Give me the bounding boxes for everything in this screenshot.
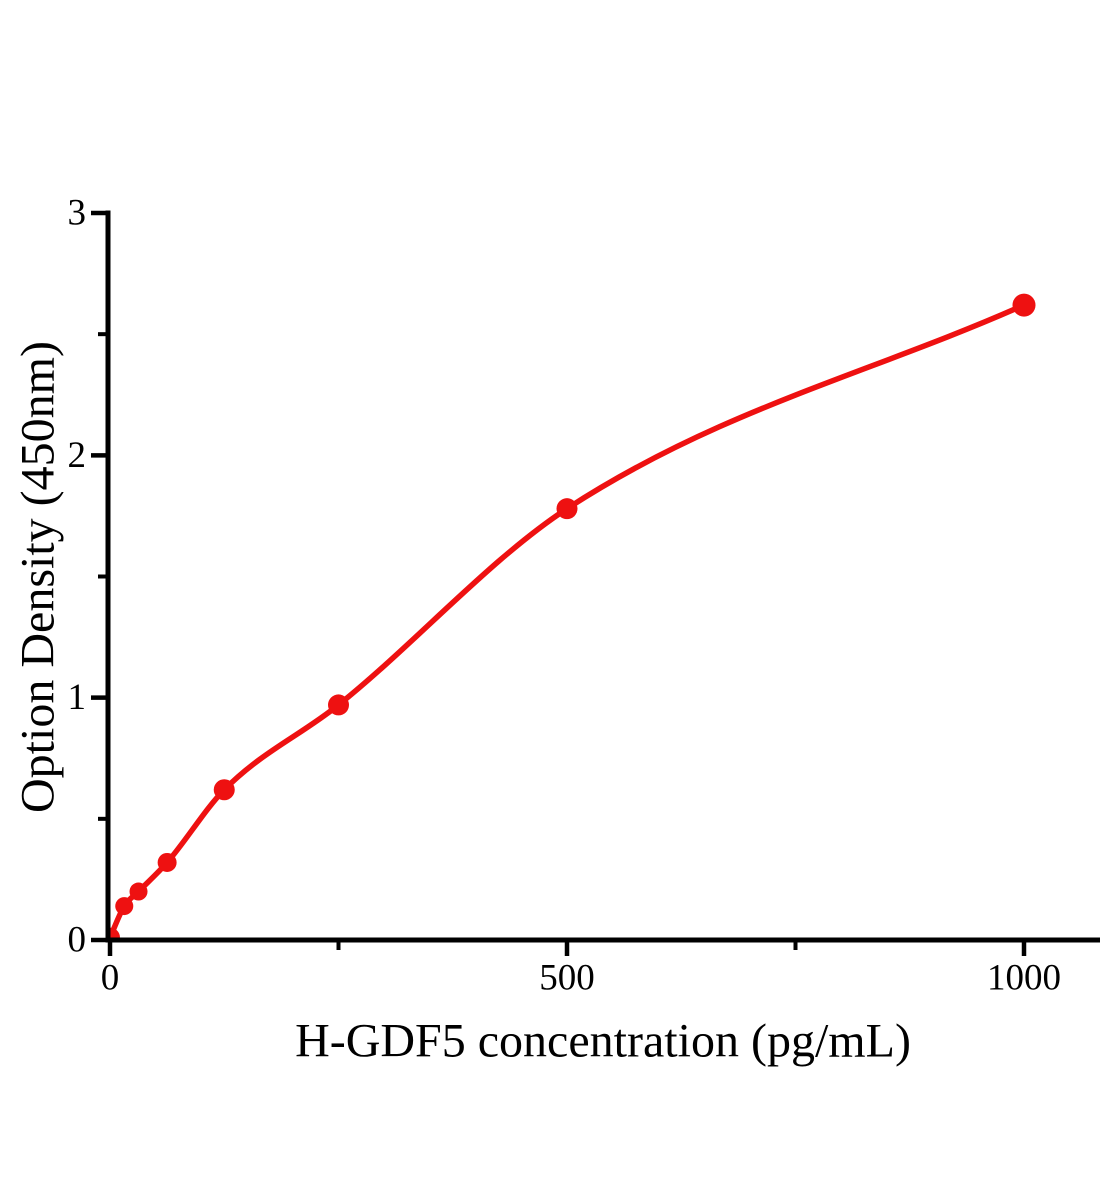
data-point-marker xyxy=(213,779,235,801)
data-point-marker xyxy=(328,694,349,716)
data-point-marker xyxy=(115,897,134,916)
data-point-marker xyxy=(556,498,578,520)
x-tick-label: 500 xyxy=(539,958,595,999)
y-tick-label: 3 xyxy=(68,193,87,234)
data-point-marker xyxy=(1012,293,1036,317)
data-point-marker xyxy=(157,852,177,872)
axes-layer: 0 1 2 3 0 500 1000 xyxy=(68,193,1100,999)
data-series-layer xyxy=(108,293,1036,939)
x-tick-label: 1000 xyxy=(987,958,1061,999)
data-point-marker xyxy=(108,927,120,939)
x-axis-title: H-GDF5 concentration (pg/mL) xyxy=(295,1015,911,1068)
x-tick-label: 0 xyxy=(101,958,120,999)
y-axis-title: Option Density (450nm) xyxy=(12,341,65,813)
y-tick-label: 2 xyxy=(68,435,87,476)
y-tick-label: 0 xyxy=(68,920,87,961)
data-point-marker xyxy=(129,882,148,901)
regression-curve xyxy=(108,302,1026,939)
y-tick-label: 1 xyxy=(68,677,87,718)
